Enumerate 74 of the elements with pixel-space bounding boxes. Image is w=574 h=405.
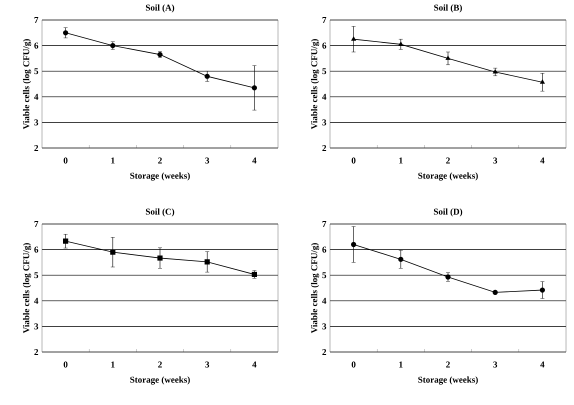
point xyxy=(492,290,498,295)
y-tick-label: 2 xyxy=(322,349,326,355)
y-tick-label: 6 xyxy=(322,246,326,253)
x-tick-label: 3 xyxy=(205,362,210,368)
x-axis-title: Storage (weeks) xyxy=(130,376,190,385)
point xyxy=(110,250,116,255)
x-tick-label: 2 xyxy=(446,362,450,368)
point xyxy=(63,238,68,244)
x-tick-label: 3 xyxy=(493,362,498,368)
x-tick-label: 0 xyxy=(64,362,68,368)
y-tick-label: 3 xyxy=(34,119,38,126)
y-tick-label: 7 xyxy=(322,221,326,227)
x-tick-label: 4 xyxy=(540,362,544,368)
x-tick-label: 4 xyxy=(252,362,256,368)
x-tick-label: 2 xyxy=(158,158,162,164)
y-tick-label: 7 xyxy=(34,17,38,23)
x-tick-label: 3 xyxy=(493,158,498,164)
point xyxy=(351,36,356,41)
point xyxy=(492,69,498,74)
x-tick-label: 0 xyxy=(64,158,68,164)
x-axis-title: Storage (weeks) xyxy=(130,172,190,181)
y-tick-label: 5 xyxy=(34,68,38,74)
y-tick-label: 4 xyxy=(34,94,38,100)
y-axis-title: Viable cells (log CFU/g) xyxy=(22,243,32,334)
x-axis-title: Storage (weeks) xyxy=(418,172,478,181)
y-tick-label: 6 xyxy=(34,42,38,49)
x-tick-label: 1 xyxy=(111,158,115,164)
y-tick-label: 4 xyxy=(322,94,326,100)
y-tick-label: 3 xyxy=(34,323,38,330)
x-tick-label: 2 xyxy=(446,158,450,164)
point xyxy=(351,242,356,248)
x-tick-label: 1 xyxy=(399,362,403,368)
point xyxy=(398,256,404,262)
point xyxy=(398,42,404,46)
chart-title: Soil (C) xyxy=(146,208,174,216)
y-tick-label: 4 xyxy=(322,298,326,304)
point xyxy=(540,80,545,84)
y-tick-label: 6 xyxy=(34,246,38,253)
x-tick-label: 4 xyxy=(252,158,256,164)
y-axis-title: Viable cells (log CFU/g) xyxy=(310,243,320,334)
y-axis-title: Viable cells (log CFU/g) xyxy=(22,39,32,130)
y-tick-label: 6 xyxy=(322,42,326,49)
y-axis-title: Viable cells (log CFU/g) xyxy=(310,39,320,130)
chart-title: Soil (B) xyxy=(434,4,462,12)
y-tick-label: 3 xyxy=(322,323,326,330)
y-tick-label: 2 xyxy=(34,145,38,151)
point xyxy=(445,274,451,280)
x-tick-label: 0 xyxy=(352,362,356,368)
chart-title: Soil (A) xyxy=(146,4,174,12)
point xyxy=(446,56,450,60)
x-tick-label: 0 xyxy=(352,158,356,164)
point xyxy=(204,259,210,264)
y-tick-label: 4 xyxy=(34,298,38,304)
x-axis-title: Storage (weeks) xyxy=(418,376,478,385)
x-tick-label: 4 xyxy=(540,158,544,164)
x-tick-label: 1 xyxy=(399,158,403,164)
y-tick-label: 2 xyxy=(322,145,326,151)
point xyxy=(204,74,210,79)
point xyxy=(63,30,68,36)
y-tick-label: 5 xyxy=(34,272,38,278)
x-tick-label: 3 xyxy=(205,158,210,164)
point xyxy=(110,42,116,48)
x-tick-label: 2 xyxy=(158,362,162,368)
y-tick-label: 2 xyxy=(34,349,38,355)
y-tick-label: 7 xyxy=(322,17,326,23)
y-tick-label: 3 xyxy=(322,119,326,126)
point xyxy=(157,255,163,261)
point xyxy=(252,85,257,90)
y-tick-label: 7 xyxy=(34,221,38,227)
chart-title: Soil (D) xyxy=(434,208,462,216)
y-tick-label: 5 xyxy=(322,272,326,278)
point xyxy=(540,287,546,293)
y-tick-label: 5 xyxy=(322,68,326,74)
x-tick-label: 1 xyxy=(111,362,115,368)
